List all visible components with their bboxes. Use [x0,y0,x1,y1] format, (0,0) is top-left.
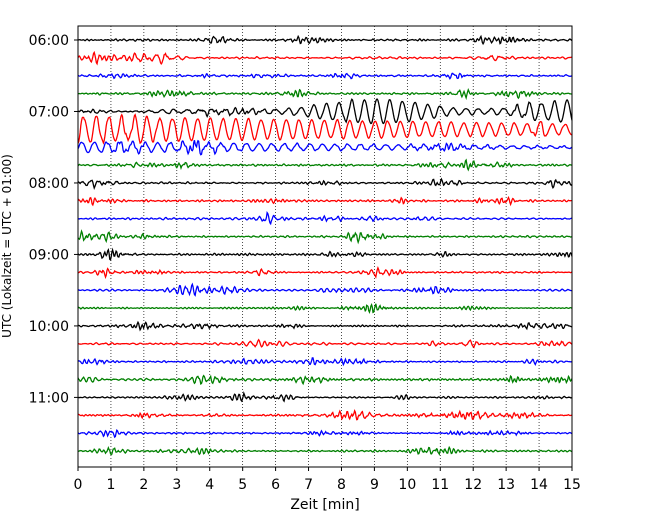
trace-row-18 [77,357,573,367]
x-tick-label: 10 [398,477,416,493]
trace-row-16 [77,320,573,332]
x-axis-label: Zeit [min] [290,497,359,513]
x-tick-label: 1 [106,477,115,493]
trace-row-9 [77,195,573,207]
seismic-traces [77,34,573,456]
y-axis-label: UTC (Lokalzeit = UTC + 01:00) [0,154,14,338]
trace-row-11 [77,229,573,245]
trace-row-20 [77,391,573,403]
trace-row-6 [77,139,573,156]
trace-row-1 [77,50,573,66]
plot-frame [77,25,573,468]
y-tick-label: 10:00 [29,319,69,335]
trace-row-17 [77,338,573,349]
x-tick-label: 13 [497,477,515,493]
trace-row-5 [77,113,573,145]
trace-row-0 [77,34,573,46]
x-tick-label: 3 [172,477,181,493]
x-tick-label: 11 [431,477,449,493]
trace-row-13 [77,265,573,280]
trace-row-15 [77,302,573,315]
x-tick-label: 9 [370,477,379,493]
x-tick-label: 5 [238,477,247,493]
y-tick-label: 09:00 [29,247,69,263]
trace-row-19 [77,374,573,386]
x-tick-label: 2 [139,477,148,493]
x-tick-label: 12 [464,477,482,493]
x-tick-label: 6 [271,477,280,493]
x-tick-label: 7 [304,477,313,493]
trace-row-23 [77,445,573,456]
x-tick-label: 8 [337,477,346,493]
y-tick-label: 07:00 [29,104,69,120]
x-axis-ticks: 0 1 2 3 4 5 6 7 8 9 10 11 12 13 14 15 [74,467,581,493]
x-tick-label: 14 [530,477,548,493]
x-tick-label: 4 [205,477,214,493]
trace-row-8 [77,177,573,191]
trace-row-10 [77,210,573,226]
trace-row-7 [77,158,573,172]
trace-row-3 [77,88,572,101]
trace-row-21 [77,408,573,421]
y-tick-label: 08:00 [29,176,69,192]
trace-row-22 [77,429,573,439]
trace-row-2 [77,72,573,80]
y-tick-label: 11:00 [29,390,69,406]
trace-row-14 [77,282,573,297]
plot-background [78,26,572,467]
trace-row-4 [77,98,573,125]
y-axis-ticks: 06:00 07:00 08:00 09:00 10:00 11:00 [29,33,78,406]
x-tick-label: 15 [563,477,581,493]
y-tick-label: 06:00 [29,33,69,49]
x-tick-label: 0 [74,477,83,493]
trace-row-12 [77,247,573,261]
